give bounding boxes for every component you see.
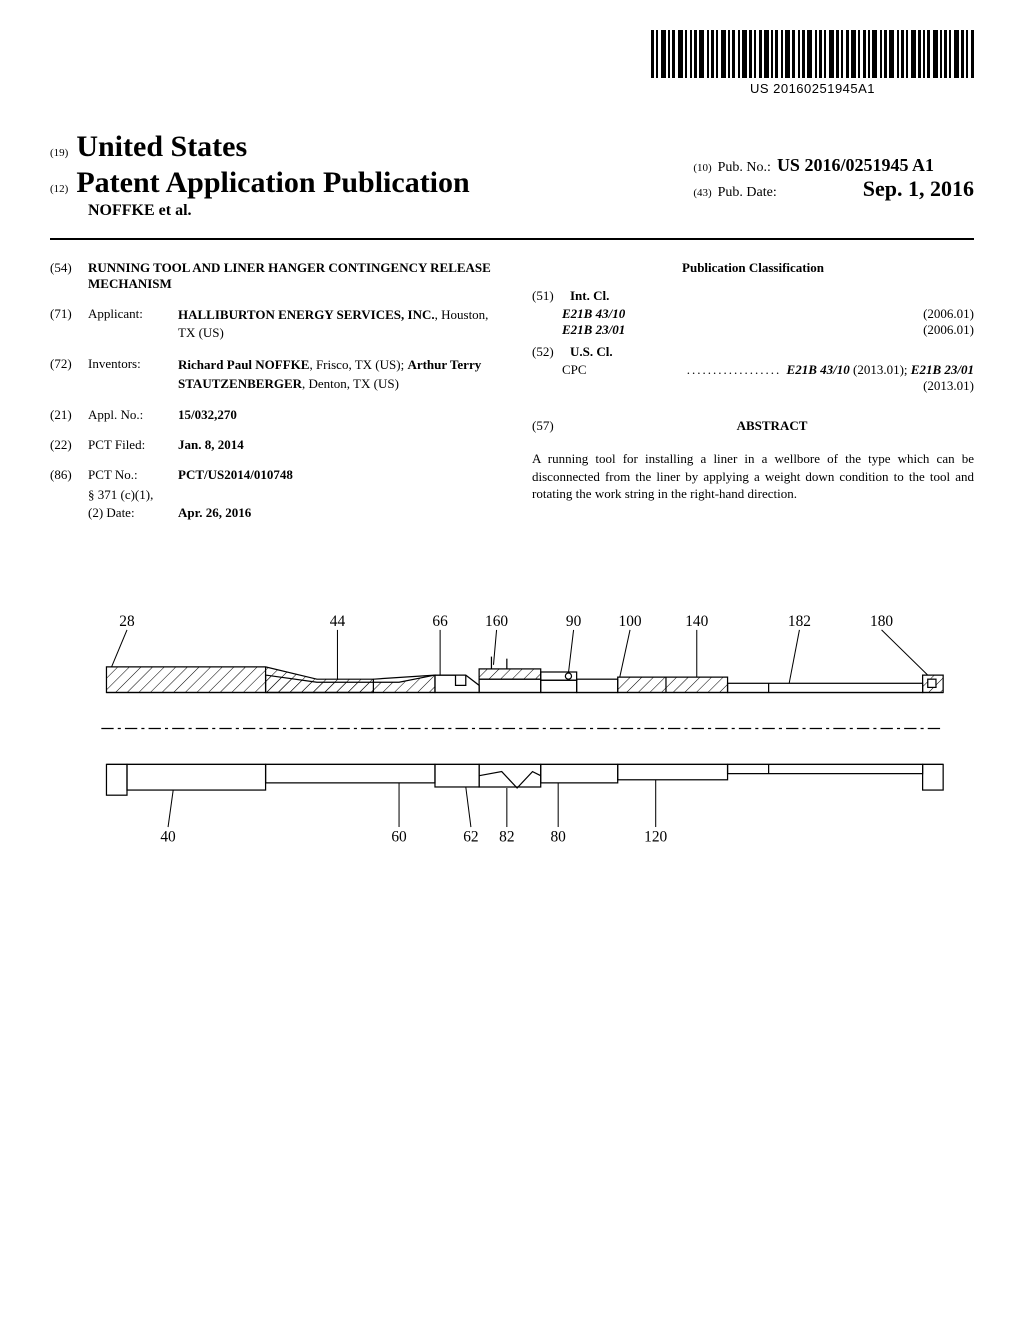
applicant-name: HALLIBURTON ENERGY SERVICES, INC. bbox=[178, 307, 435, 322]
figure-label: 90 bbox=[566, 613, 582, 630]
figure-label: 160 bbox=[485, 613, 508, 630]
abstract-text: A running tool for installing a liner in… bbox=[532, 450, 974, 503]
uscl-body: CPC .................. E21B 43/10 (2013.… bbox=[532, 362, 974, 394]
intcl-item: E21B 43/10 (2006.01) bbox=[562, 306, 974, 322]
code-54: (54) bbox=[50, 260, 88, 292]
field-86-sub1: § 371 (c)(1), bbox=[50, 487, 492, 503]
figure-label: 40 bbox=[160, 828, 176, 845]
figure-label: 182 bbox=[788, 613, 811, 630]
label-22: PCT Filed: bbox=[88, 437, 178, 453]
biblio-columns: (54) RUNNING TOOL AND LINER HANGER CONTI… bbox=[50, 260, 974, 535]
date-371: Apr. 26, 2016 bbox=[178, 505, 492, 521]
inventor-1: Richard Paul NOFFKE bbox=[178, 357, 309, 372]
label-52: U.S. Cl. bbox=[570, 344, 640, 360]
code-10: (10) bbox=[693, 162, 711, 174]
pub-no-label: Pub. No.: bbox=[718, 160, 771, 176]
pct-no: PCT/US2014/010748 bbox=[178, 467, 492, 483]
intcl-class: E21B 43/10 bbox=[562, 306, 625, 322]
figure-label: 140 bbox=[685, 613, 708, 630]
intcl-item: E21B 23/01 (2006.01) bbox=[562, 322, 974, 338]
code-51: (51) bbox=[532, 288, 570, 304]
figure-label: 80 bbox=[551, 828, 567, 845]
figure-label: 66 bbox=[432, 613, 448, 630]
intcl-class: E21B 23/01 bbox=[562, 322, 625, 338]
code-21: (21) bbox=[50, 407, 88, 423]
intcl-paren: (2006.01) bbox=[923, 306, 974, 322]
figure-label: 120 bbox=[644, 828, 667, 845]
pct-filed: Jan. 8, 2014 bbox=[178, 437, 492, 453]
label-51: Int. Cl. bbox=[570, 288, 640, 304]
field-54: (54) RUNNING TOOL AND LINER HANGER CONTI… bbox=[50, 260, 492, 292]
left-column: (54) RUNNING TOOL AND LINER HANGER CONTI… bbox=[50, 260, 492, 535]
inventors: Richard Paul NOFFKE, Frisco, TX (US); Ar… bbox=[178, 356, 492, 392]
divider bbox=[50, 238, 974, 240]
title: RUNNING TOOL AND LINER HANGER CONTINGENC… bbox=[88, 260, 492, 292]
right-column: Publication Classification (51) Int. Cl.… bbox=[532, 260, 974, 535]
barcode-region: US 20160251945A1 bbox=[651, 30, 974, 96]
inventor-2-rest: , Denton, TX (US) bbox=[302, 376, 399, 391]
code-52: (52) bbox=[532, 344, 570, 360]
sect-371: § 371 (c)(1), bbox=[88, 487, 492, 503]
field-51: (51) Int. Cl. bbox=[532, 288, 974, 304]
field-86: (86) PCT No.: PCT/US2014/010748 bbox=[50, 467, 492, 483]
field-22: (22) PCT Filed: Jan. 8, 2014 bbox=[50, 437, 492, 453]
code-19: (19) bbox=[50, 147, 68, 159]
barcode bbox=[651, 30, 974, 78]
label-86-date: (2) Date: bbox=[88, 505, 178, 521]
label-71: Applicant: bbox=[88, 306, 178, 342]
code-86: (86) bbox=[50, 467, 88, 483]
field-52: (52) U.S. Cl. bbox=[532, 344, 974, 360]
label-21: Appl. No.: bbox=[88, 407, 178, 423]
field-86-sub2: (2) Date: Apr. 26, 2016 bbox=[50, 505, 492, 521]
patent-figure: 28 44 66 160 90 100 140 182 180 40 60 62 82 80 120 bbox=[50, 595, 974, 862]
country: United States bbox=[76, 130, 247, 164]
pub-no: US 2016/0251945 A1 bbox=[777, 155, 934, 176]
doc-type: Patent Application Publication bbox=[76, 166, 469, 200]
figure-label: 180 bbox=[870, 613, 893, 630]
intcl-list: E21B 43/10 (2006.01) E21B 23/01 (2006.01… bbox=[532, 306, 974, 338]
label-86: PCT No.: bbox=[88, 467, 178, 483]
applicant: HALLIBURTON ENERGY SERVICES, INC., Houst… bbox=[178, 306, 492, 342]
cpc-label: CPC bbox=[562, 362, 587, 378]
field-72: (72) Inventors: Richard Paul NOFFKE, Fri… bbox=[50, 356, 492, 392]
abstract-heading: ABSTRACT bbox=[570, 418, 974, 434]
cpc-tail-1: (2013.01); bbox=[850, 362, 911, 377]
appl-no: 15/032,270 bbox=[178, 407, 492, 423]
code-12: (12) bbox=[50, 183, 68, 195]
code-72: (72) bbox=[50, 356, 88, 392]
pub-date-label: Pub. Date: bbox=[718, 185, 777, 201]
figure-label: 44 bbox=[330, 613, 346, 630]
label-72: Inventors: bbox=[88, 356, 178, 392]
classification-heading: Publication Classification bbox=[532, 260, 974, 276]
authors: NOFFKE et al. bbox=[88, 202, 974, 220]
barcode-text: US 20160251945A1 bbox=[651, 81, 974, 96]
figure-label: 82 bbox=[499, 828, 514, 845]
figure-svg: 28 44 66 160 90 100 140 182 180 40 60 62 82 80 120 bbox=[50, 595, 974, 862]
header-right: (10) Pub. No.: US 2016/0251945 A1 (43) P… bbox=[693, 155, 974, 202]
field-71: (71) Applicant: HALLIBURTON ENERGY SERVI… bbox=[50, 306, 492, 342]
pub-date: Sep. 1, 2016 bbox=[863, 176, 974, 202]
figure-label: 28 bbox=[119, 613, 135, 630]
code-57: (57) bbox=[532, 418, 570, 434]
cpc-dots: .................. bbox=[687, 362, 787, 377]
code-22: (22) bbox=[50, 437, 88, 453]
code-43: (43) bbox=[693, 187, 711, 199]
field-21: (21) Appl. No.: 15/032,270 bbox=[50, 407, 492, 423]
figure-label: 62 bbox=[463, 828, 478, 845]
code-71: (71) bbox=[50, 306, 88, 342]
cpc-class-2: E21B 23/01 bbox=[911, 362, 974, 377]
inventor-1-rest: , Frisco, TX (US); bbox=[309, 357, 407, 372]
cpc-tail-2: (2013.01) bbox=[562, 378, 974, 394]
figure-label: 60 bbox=[391, 828, 407, 845]
cpc-class-1: E21B 43/10 bbox=[787, 362, 850, 377]
intcl-paren: (2006.01) bbox=[923, 322, 974, 338]
figure-label: 100 bbox=[619, 613, 642, 630]
